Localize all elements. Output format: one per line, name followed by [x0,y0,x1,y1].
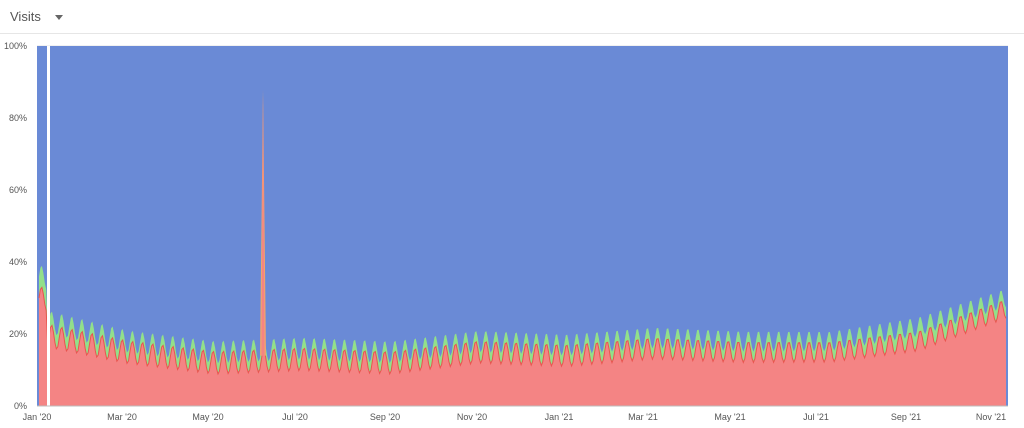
metric-label: Visits [10,9,41,24]
y-tick-label: 80% [9,113,27,123]
series-red-line [38,286,1007,376]
caret-down-icon [54,15,63,20]
chart-header: Visits [0,0,1024,34]
x-tick-label: Jan '20 [23,412,52,422]
x-tick-label: Sep '20 [370,412,400,422]
x-tick-label: May '21 [714,412,745,422]
y-tick-label: 60% [9,185,27,195]
x-tick-label: Sep '21 [891,412,921,422]
y-tick-label: 40% [9,257,27,267]
x-tick-label: Mar '20 [107,412,137,422]
series-red-area [39,287,1006,406]
x-tick-label: Jul '21 [803,412,829,422]
y-tick-label: 20% [9,329,27,339]
data-gap [47,46,50,406]
x-tick-label: Nov '20 [457,412,487,422]
x-tick-label: Nov '21 [976,412,1006,422]
x-tick-label: Jul '20 [282,412,308,422]
metric-selector[interactable]: Visits [10,9,63,24]
x-tick-label: Mar '21 [628,412,658,422]
y-tick-label: 100% [4,41,27,51]
x-tick-label: Jan '21 [545,412,574,422]
x-tick-label: May '20 [192,412,223,422]
spike-red [261,95,265,356]
y-tick-label: 0% [14,401,27,411]
